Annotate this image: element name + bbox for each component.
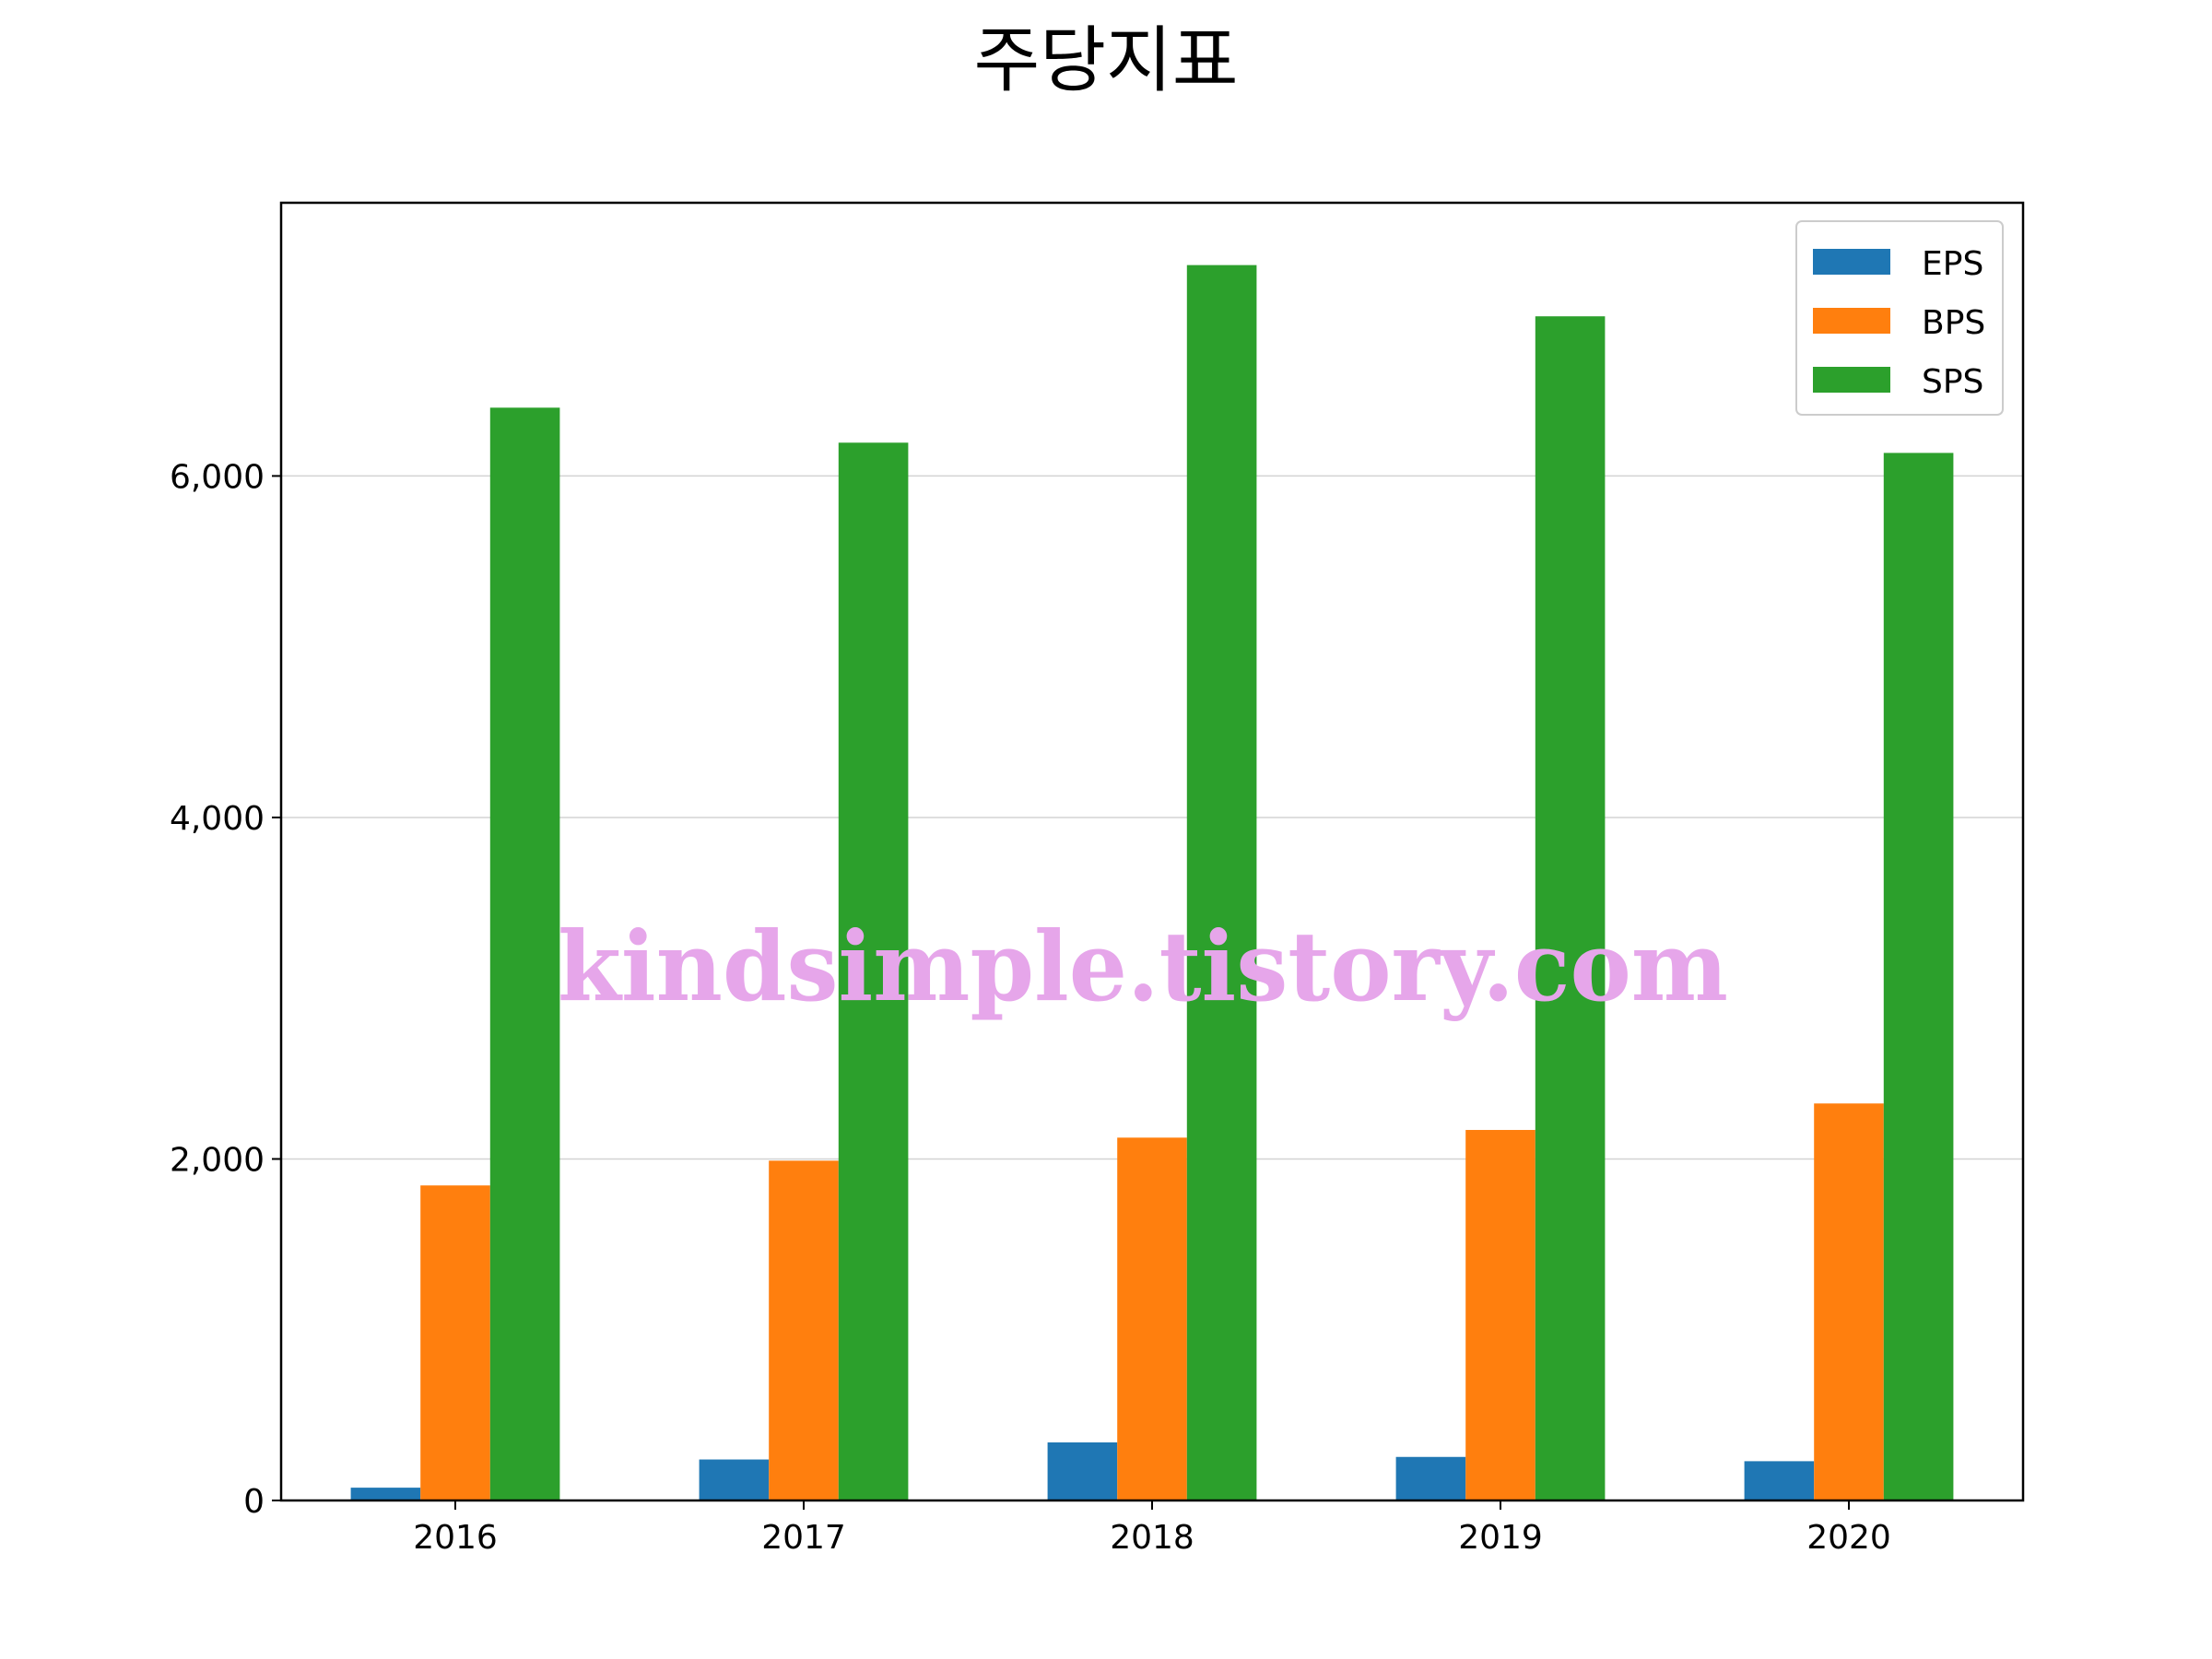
bar-sps-2018: [1186, 265, 1257, 1500]
bar-sps-2019: [1535, 316, 1606, 1501]
bar-bps-2016: [420, 1185, 490, 1500]
bar-eps-2016: [350, 1488, 421, 1500]
bar-eps-2020: [1744, 1461, 1815, 1500]
y-tick-label: 0: [243, 1483, 265, 1521]
x-tick-label: 2019: [1458, 1519, 1543, 1557]
bars-layer: [350, 265, 1954, 1501]
y-tick-label: 6,000: [170, 458, 265, 496]
bar-sps-2020: [1883, 453, 1954, 1500]
legend: EPS BPS SPS: [1795, 220, 2004, 416]
legend-label-bps: BPS: [1922, 304, 1985, 342]
x-axis: 2016 2017 2018 2019 2020: [413, 1500, 1891, 1557]
y-tick-label: 4,000: [170, 800, 265, 838]
legend-label-eps: EPS: [1922, 245, 1983, 283]
legend-swatch-sps: [1813, 367, 1890, 393]
x-tick-label: 2016: [413, 1519, 498, 1557]
bar-eps-2019: [1395, 1456, 1466, 1500]
bar-bps-2017: [769, 1160, 839, 1500]
bar-bps-2019: [1465, 1129, 1535, 1500]
x-tick-label: 2020: [1806, 1519, 1891, 1557]
x-tick-label: 2017: [761, 1519, 846, 1557]
bar-sps-2017: [838, 442, 909, 1501]
bar-bps-2018: [1117, 1137, 1187, 1500]
y-axis: 0 2,000 4,000 6,000: [170, 458, 281, 1521]
y-tick-label: 2,000: [170, 1141, 265, 1179]
legend-swatch-bps: [1813, 308, 1890, 334]
bar-eps-2017: [699, 1459, 770, 1500]
bar-sps-2016: [489, 407, 560, 1500]
watermark-text: kindsimple.tistory.com: [558, 910, 1728, 1023]
legend-swatch-eps: [1813, 249, 1890, 275]
legend-label-sps: SPS: [1922, 363, 1983, 401]
chart-title: 주당지표: [973, 19, 1238, 102]
x-tick-label: 2018: [1110, 1519, 1194, 1557]
bar-eps-2018: [1047, 1442, 1118, 1500]
bar-bps-2020: [1814, 1103, 1884, 1500]
